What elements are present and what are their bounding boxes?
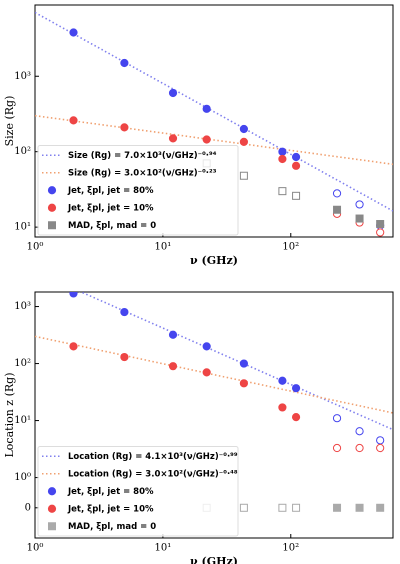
data-point <box>291 152 301 162</box>
data-point <box>376 503 385 512</box>
data-point <box>355 503 364 512</box>
legend-label: Size (Rg) = 7.0×10³(ν/GHz)⁻⁰·⁹⁴ <box>68 151 217 161</box>
legend-label: Location (Rg) = 3.0×10²(ν/GHz)⁻⁰·⁴⁸ <box>68 469 238 479</box>
data-point <box>239 359 248 368</box>
data-point <box>168 330 178 339</box>
data-point <box>376 220 385 229</box>
data-point <box>376 443 385 453</box>
legend-marker <box>47 487 57 496</box>
legend-label: Jet, ξpl, jet = 10% <box>67 504 154 514</box>
y-tick-label: 10⁰ <box>14 472 31 483</box>
data-point <box>239 171 248 180</box>
data-point <box>332 414 342 423</box>
data-point <box>278 403 287 412</box>
x-tick-label: 10⁰ <box>27 543 44 554</box>
data-point <box>278 376 287 385</box>
data-point <box>332 443 342 453</box>
y-tick-label: 10³ <box>14 301 31 312</box>
data-point <box>355 427 364 436</box>
legend-label: Jet, ξpl, jet = 80% <box>67 487 154 497</box>
y-axis-label: Size (Rg) <box>3 96 16 147</box>
data-point <box>278 503 287 512</box>
legend-box <box>37 145 239 236</box>
x-tick-label: 10¹ <box>155 543 172 554</box>
data-point <box>239 379 248 388</box>
data-point <box>333 205 342 214</box>
x-tick-label: 10⁰ <box>27 242 44 253</box>
data-point <box>278 154 287 164</box>
data-point <box>291 384 301 393</box>
data-point <box>278 187 287 196</box>
data-point <box>291 413 301 422</box>
plot-frame <box>34 4 394 238</box>
data-point <box>291 161 301 170</box>
data-point <box>376 228 385 237</box>
x-tick-label: 10² <box>282 543 299 554</box>
data-point <box>355 214 364 223</box>
legend-label: Jet, ξpl, jet = 10% <box>67 203 154 213</box>
data-point <box>168 134 178 143</box>
y-tick-label: 10² <box>14 358 31 369</box>
legend-marker <box>48 221 56 230</box>
data-point <box>202 135 211 144</box>
x-tick-label: 10² <box>282 242 299 253</box>
legend-marker <box>47 504 57 513</box>
data-point <box>355 200 364 209</box>
data-point <box>69 292 78 298</box>
y-tick-label: 10¹ <box>14 222 31 233</box>
data-point <box>202 368 211 377</box>
data-point <box>202 104 211 113</box>
fit-line <box>35 11 393 212</box>
fit-line <box>35 335 393 414</box>
data-point <box>239 137 248 146</box>
y-axis-label: Location z (Rg) <box>3 373 16 458</box>
legend-label: Jet, ξpl, jet = 80% <box>67 186 154 196</box>
data-point <box>239 503 248 512</box>
fit-line <box>35 114 393 166</box>
legend-label: MAD, ξpl, mad = 0 <box>68 522 156 532</box>
y-tick-label: 10¹ <box>14 415 31 426</box>
y-tick-label: 10³ <box>14 71 31 82</box>
plot-area <box>35 292 393 512</box>
legend-label: MAD, ξpl, mad = 0 <box>68 221 156 231</box>
x-axis-label: ν (GHz) <box>190 254 238 267</box>
y-tick-label: 10² <box>14 146 31 157</box>
data-point <box>69 116 78 125</box>
data-point <box>333 503 342 512</box>
data-point <box>168 88 178 98</box>
data-point <box>120 307 129 317</box>
x-axis-label: ν (GHz) <box>190 555 238 564</box>
data-point <box>278 147 287 156</box>
legend-marker <box>47 203 57 212</box>
legend-marker <box>48 522 56 531</box>
data-point <box>292 503 301 512</box>
data-point <box>202 342 211 351</box>
data-point <box>332 189 342 198</box>
data-point <box>120 123 129 132</box>
data-point <box>376 436 385 445</box>
legend-marker <box>47 186 57 195</box>
data-point <box>168 362 178 371</box>
data-point <box>120 58 129 68</box>
data-point <box>69 342 78 351</box>
x-tick-label: 10¹ <box>155 242 172 253</box>
plot-frame <box>34 291 394 539</box>
fit-line <box>79 292 393 431</box>
y-tick-label: 0 <box>25 502 31 513</box>
legend-box <box>37 446 239 537</box>
legend-label: Size (Rg) = 3.0×10²(ν/GHz)⁻⁰·²³ <box>68 168 217 178</box>
legend-label: Location (Rg) = 4.1×10³(ν/GHz)⁻⁰·⁹⁹ <box>68 452 238 462</box>
data-point <box>355 443 364 453</box>
data-point <box>120 352 129 362</box>
data-point <box>69 28 78 37</box>
data-point <box>239 124 248 134</box>
plot-area <box>35 11 393 237</box>
data-point <box>292 191 301 200</box>
